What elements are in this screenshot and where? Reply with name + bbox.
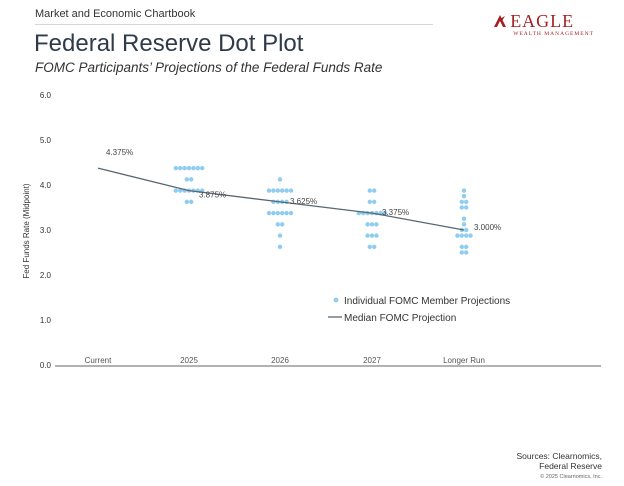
projection-dot xyxy=(459,250,464,255)
projection-dot xyxy=(464,205,469,210)
median-data-label: 3.625% xyxy=(290,197,317,206)
median-data-label: 4.375% xyxy=(106,148,133,157)
projection-dot xyxy=(173,165,178,171)
header-rule xyxy=(35,8,433,25)
projection-dot xyxy=(280,210,285,216)
copyright: © 2025 Clearnomics, Inc. xyxy=(540,474,602,480)
y-tick-label: 6.0 xyxy=(40,91,52,100)
projection-dot xyxy=(280,222,285,227)
section-title: Market and Economic Chartbook xyxy=(35,8,196,20)
sources-line-2: Federal Reserve xyxy=(539,461,602,471)
projection-dot xyxy=(189,177,194,182)
projection-dot xyxy=(459,199,464,205)
projection-dot xyxy=(178,188,183,193)
projection-dot xyxy=(191,165,196,171)
logo-name: EAGLE xyxy=(510,11,575,31)
projection-dot xyxy=(277,177,283,182)
projection-dot xyxy=(374,233,379,238)
projection-dot xyxy=(461,194,467,199)
projection-dot xyxy=(455,233,460,238)
projection-dot xyxy=(464,244,469,250)
projection-dot xyxy=(367,188,372,193)
projection-dot xyxy=(277,233,283,238)
projection-dot xyxy=(464,250,469,255)
median-data-label: 3.000% xyxy=(474,223,501,232)
projection-dot xyxy=(369,222,375,227)
projection-dot xyxy=(372,188,377,193)
median-data-label: 3.875% xyxy=(199,191,226,200)
projection-dot xyxy=(459,205,464,210)
projection-dot xyxy=(280,188,285,193)
projection-dot xyxy=(277,244,283,250)
projection-dot xyxy=(284,188,289,193)
projection-dot xyxy=(461,216,467,221)
chart-title: Federal Reserve Dot Plot xyxy=(34,30,304,57)
projection-dot xyxy=(369,233,375,238)
x-tick-label: Current xyxy=(85,356,112,365)
projection-dot xyxy=(367,199,372,205)
projection-dot xyxy=(372,199,377,205)
legend-dot-marker xyxy=(333,297,339,303)
projection-dot xyxy=(200,165,205,171)
y-tick-label: 0.0 xyxy=(40,361,52,370)
y-axis-label: Fed Funds Rate (Midpoint) xyxy=(22,183,31,278)
projection-dot xyxy=(275,210,280,216)
projection-dot xyxy=(461,188,467,193)
projection-dot xyxy=(284,210,289,216)
legend-dots-label: Individual FOMC Member Projections xyxy=(344,296,510,307)
median-line xyxy=(97,167,465,231)
median-data-label: 3.375% xyxy=(382,208,409,217)
logo: EAGLE Wealth Management xyxy=(493,12,594,37)
projection-dot xyxy=(271,188,276,193)
projection-dot xyxy=(182,165,187,171)
projection-dot xyxy=(288,210,294,216)
projection-dot xyxy=(464,233,469,238)
projection-dot xyxy=(383,210,388,216)
projection-dot xyxy=(184,177,189,182)
projection-dot xyxy=(275,222,280,227)
projection-dot xyxy=(372,244,377,250)
projection-dot xyxy=(266,210,272,216)
chart-subtitle: FOMC Participants’ Projections of the Fe… xyxy=(35,60,383,75)
projection-dot xyxy=(275,188,280,193)
x-tick-label: 2027 xyxy=(363,356,381,365)
projection-dot xyxy=(374,222,379,227)
y-tick-label: 4.0 xyxy=(40,181,52,190)
projection-dot xyxy=(189,199,194,205)
projection-dot xyxy=(459,233,464,238)
y-tick-label: 3.0 xyxy=(40,226,52,235)
projection-dot xyxy=(367,244,372,250)
projection-dot xyxy=(468,233,473,238)
projection-dot xyxy=(271,210,276,216)
projection-dot xyxy=(266,188,272,193)
y-tick-label: 2.0 xyxy=(40,271,52,280)
projection-dot xyxy=(365,222,370,227)
projection-dot xyxy=(365,233,370,238)
x-tick-label: 2026 xyxy=(271,356,289,365)
x-tick-label: Longer Run xyxy=(443,356,485,365)
projection-dot xyxy=(178,165,183,171)
projection-dot xyxy=(186,165,192,171)
x-tick-label: 2025 xyxy=(180,356,198,365)
projection-dot xyxy=(184,199,189,205)
eagle-logo-icon xyxy=(494,15,507,27)
y-tick-label: 1.0 xyxy=(40,316,52,325)
legend-median-label: Median FOMC Projection xyxy=(344,313,456,324)
projection-dot xyxy=(461,222,467,227)
projection-dot xyxy=(195,165,200,171)
projection-dot xyxy=(464,199,469,205)
projection-dot xyxy=(459,244,464,250)
y-tick-label: 5.0 xyxy=(40,136,52,145)
logo-subtitle: Wealth Management xyxy=(513,31,594,37)
sources-line-1: Sources: Clearnomics, xyxy=(516,451,602,461)
projection-dot xyxy=(464,227,469,233)
projection-dot xyxy=(288,188,294,193)
projection-dot xyxy=(173,188,178,193)
sources: Sources: Clearnomics, Federal Reserve xyxy=(516,451,602,471)
